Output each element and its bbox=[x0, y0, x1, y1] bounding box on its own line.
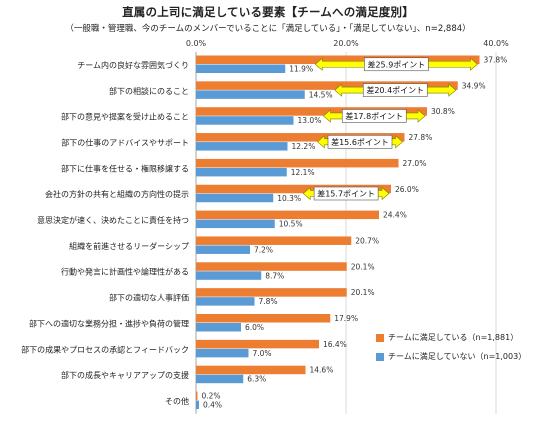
category-label: 部下への適切な業務分担・進捗や負荷の管理 bbox=[29, 318, 189, 328]
bar-not-satisfied bbox=[196, 167, 287, 177]
bar-satisfied bbox=[196, 210, 379, 220]
data-label-not-satisfied: 10.5% bbox=[279, 220, 303, 229]
difference-label: 差17.8ポイント bbox=[345, 111, 403, 121]
legend-swatch-not-satisfied bbox=[376, 352, 384, 361]
legend-label-satisfied: チームに満足している（n=1,881） bbox=[388, 333, 519, 342]
data-label-not-satisfied: 7.8% bbox=[259, 297, 278, 306]
category-label: 部下の成長やキャリアアップの支援 bbox=[61, 370, 189, 380]
data-label-satisfied: 37.8% bbox=[484, 56, 508, 65]
bar-not-satisfied bbox=[196, 64, 286, 73]
data-label-not-satisfied: 14.5% bbox=[309, 90, 333, 99]
bar-satisfied bbox=[196, 288, 347, 297]
data-label-not-satisfied: 12.2% bbox=[292, 142, 316, 151]
data-label-satisfied: 20.1% bbox=[351, 262, 375, 271]
bar-satisfied bbox=[196, 365, 306, 375]
bar-not-satisfied bbox=[196, 219, 275, 229]
difference-label: 差25.9ポイント bbox=[367, 59, 425, 69]
x-tick-label-1: 20.0% bbox=[333, 39, 359, 48]
legend-label-not-satisfied: チームに満足していない（n=1,003） bbox=[388, 352, 527, 361]
legend-swatch-satisfied bbox=[376, 333, 384, 342]
data-label-not-satisfied: 6.0% bbox=[245, 323, 264, 332]
bar-not-satisfied bbox=[196, 116, 294, 125]
bar-not-satisfied bbox=[196, 297, 255, 306]
data-label-satisfied: 14.6% bbox=[310, 366, 334, 375]
data-label-not-satisfied: 7.0% bbox=[253, 349, 272, 358]
bar-not-satisfied bbox=[196, 245, 250, 254]
difference-label-box bbox=[341, 109, 407, 123]
bar-not-satisfied bbox=[196, 374, 244, 384]
category-label: 組織を前進させるリーダーシップ bbox=[69, 241, 189, 251]
data-label-satisfied: 24.4% bbox=[383, 211, 407, 220]
category-label: 部下の相談にのること bbox=[109, 86, 189, 96]
difference-label-box bbox=[364, 57, 429, 72]
bar-satisfied bbox=[196, 158, 399, 168]
data-label-not-satisfied: 11.9% bbox=[289, 65, 313, 74]
bar-not-satisfied bbox=[196, 400, 199, 410]
data-label-satisfied: 27.8% bbox=[409, 133, 433, 142]
category-label: 部下の成果やプロセスの承認とフィードバック bbox=[21, 344, 189, 354]
bar-satisfied bbox=[196, 184, 391, 194]
category-label: 部下に仕事を任せる・権限移譲する bbox=[61, 163, 189, 173]
bar-satisfied bbox=[196, 339, 319, 349]
bar-satisfied bbox=[196, 236, 352, 245]
data-label-satisfied: 16.4% bbox=[323, 340, 347, 349]
x-tick-label-0: 0.0% bbox=[186, 39, 207, 48]
data-label-satisfied: 30.8% bbox=[431, 107, 455, 116]
chart-subtitle: （一般職・管理職、今のチームのメンバーでいることに「満足している」・「満足してい… bbox=[65, 24, 471, 34]
x-tick-label-2: 40.0% bbox=[483, 39, 509, 48]
data-label-satisfied: 26.0% bbox=[395, 185, 419, 194]
data-label-satisfied: 27.0% bbox=[403, 159, 427, 168]
data-label-satisfied: 0.2% bbox=[202, 392, 221, 401]
bar-not-satisfied bbox=[196, 271, 262, 280]
bar-not-satisfied bbox=[196, 193, 274, 203]
category-label: 部下の仕事のアドバイスやサポート bbox=[61, 137, 189, 147]
data-label-not-satisfied: 7.2% bbox=[254, 245, 273, 254]
category-label: 部下の意見や提案を受け止めること bbox=[61, 112, 189, 122]
data-label-not-satisfied: 12.1% bbox=[291, 168, 315, 177]
category-label: チーム内の良好な雰囲気づくり bbox=[77, 60, 189, 70]
data-label-not-satisfied: 10.3% bbox=[277, 194, 301, 203]
data-label-not-satisfied: 8.7% bbox=[265, 271, 284, 280]
legend-item-not-satisfied: チームに満足していない（n=1,003） bbox=[376, 351, 526, 362]
data-label-satisfied: 34.9% bbox=[462, 81, 486, 90]
bar-satisfied bbox=[196, 55, 480, 64]
difference-label: 差15.6ポイント bbox=[331, 137, 389, 147]
category-label: 行動や発言に計画性や論理性がある bbox=[61, 267, 189, 277]
bar-not-satisfied bbox=[196, 90, 305, 99]
chart-title: 直属の上司に満足している要素【チームへの満足度別】 bbox=[122, 5, 414, 19]
data-label-not-satisfied: 13.0% bbox=[298, 116, 322, 125]
bar-satisfied bbox=[196, 262, 347, 271]
data-label-not-satisfied: 0.4% bbox=[203, 401, 222, 410]
data-label-satisfied: 20.1% bbox=[351, 288, 375, 297]
data-label-satisfied: 17.9% bbox=[334, 314, 358, 323]
bar-satisfied bbox=[196, 81, 458, 90]
bar-satisfied bbox=[196, 314, 331, 323]
category-label: 意思決定が速く、決めたことに責任を持つ bbox=[37, 215, 189, 225]
difference-label-box bbox=[327, 135, 393, 149]
category-label: 部下の適切な人事評価 bbox=[109, 293, 189, 303]
bar-not-satisfied bbox=[196, 348, 249, 358]
data-label-satisfied: 20.7% bbox=[355, 236, 379, 245]
difference-label-box bbox=[362, 83, 428, 97]
difference-label: 差15.7ポイント bbox=[317, 189, 375, 199]
data-label-not-satisfied: 6.3% bbox=[247, 375, 266, 384]
legend-item-satisfied: チームに満足している（n=1,881） bbox=[376, 332, 518, 343]
bar-not-satisfied bbox=[196, 323, 241, 332]
difference-label: 差20.4ポイント bbox=[366, 85, 424, 95]
category-label: その他 bbox=[165, 396, 189, 406]
bar-satisfied bbox=[196, 391, 198, 401]
bar-satisfied bbox=[196, 107, 427, 116]
bar-not-satisfied bbox=[196, 142, 288, 151]
difference-label-box bbox=[313, 186, 379, 201]
category-label: 会社の方針の共有と組織の方向性の提示 bbox=[45, 189, 189, 199]
bar-satisfied bbox=[196, 133, 405, 142]
